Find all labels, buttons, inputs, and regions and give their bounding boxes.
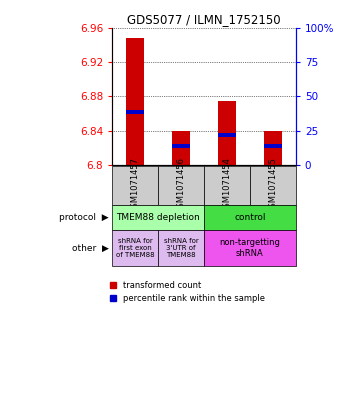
Text: GSM1071457: GSM1071457: [131, 158, 140, 213]
Bar: [172, 144, 190, 148]
Bar: [112, 230, 158, 266]
Bar: [126, 38, 144, 165]
Bar: [204, 166, 250, 205]
Text: shRNA for
first exon
of TMEM88: shRNA for first exon of TMEM88: [116, 238, 154, 258]
Bar: [204, 205, 296, 230]
Bar: [264, 144, 282, 148]
Bar: [126, 110, 144, 114]
Text: GSM1071455: GSM1071455: [268, 158, 277, 213]
Text: shRNA for
3'UTR of
TMEM88: shRNA for 3'UTR of TMEM88: [164, 238, 199, 258]
Bar: [158, 166, 204, 205]
Bar: [204, 230, 296, 266]
Bar: [112, 166, 158, 205]
Text: TMEM88 depletion: TMEM88 depletion: [116, 213, 200, 222]
Legend: transformed count, percentile rank within the sample: transformed count, percentile rank withi…: [109, 281, 265, 303]
Bar: [112, 205, 204, 230]
Text: non-targetting
shRNA: non-targetting shRNA: [219, 239, 280, 258]
Bar: [218, 133, 236, 137]
Text: control: control: [234, 213, 266, 222]
Bar: [250, 166, 296, 205]
Text: other  ▶: other ▶: [72, 244, 109, 253]
Bar: [158, 230, 204, 266]
Bar: [218, 101, 236, 165]
Text: GSM1071456: GSM1071456: [176, 158, 186, 213]
Text: GSM1071454: GSM1071454: [222, 158, 232, 213]
Bar: [172, 131, 190, 165]
Title: GDS5077 / ILMN_1752150: GDS5077 / ILMN_1752150: [127, 13, 281, 26]
Text: protocol  ▶: protocol ▶: [59, 213, 109, 222]
Bar: [264, 131, 282, 165]
